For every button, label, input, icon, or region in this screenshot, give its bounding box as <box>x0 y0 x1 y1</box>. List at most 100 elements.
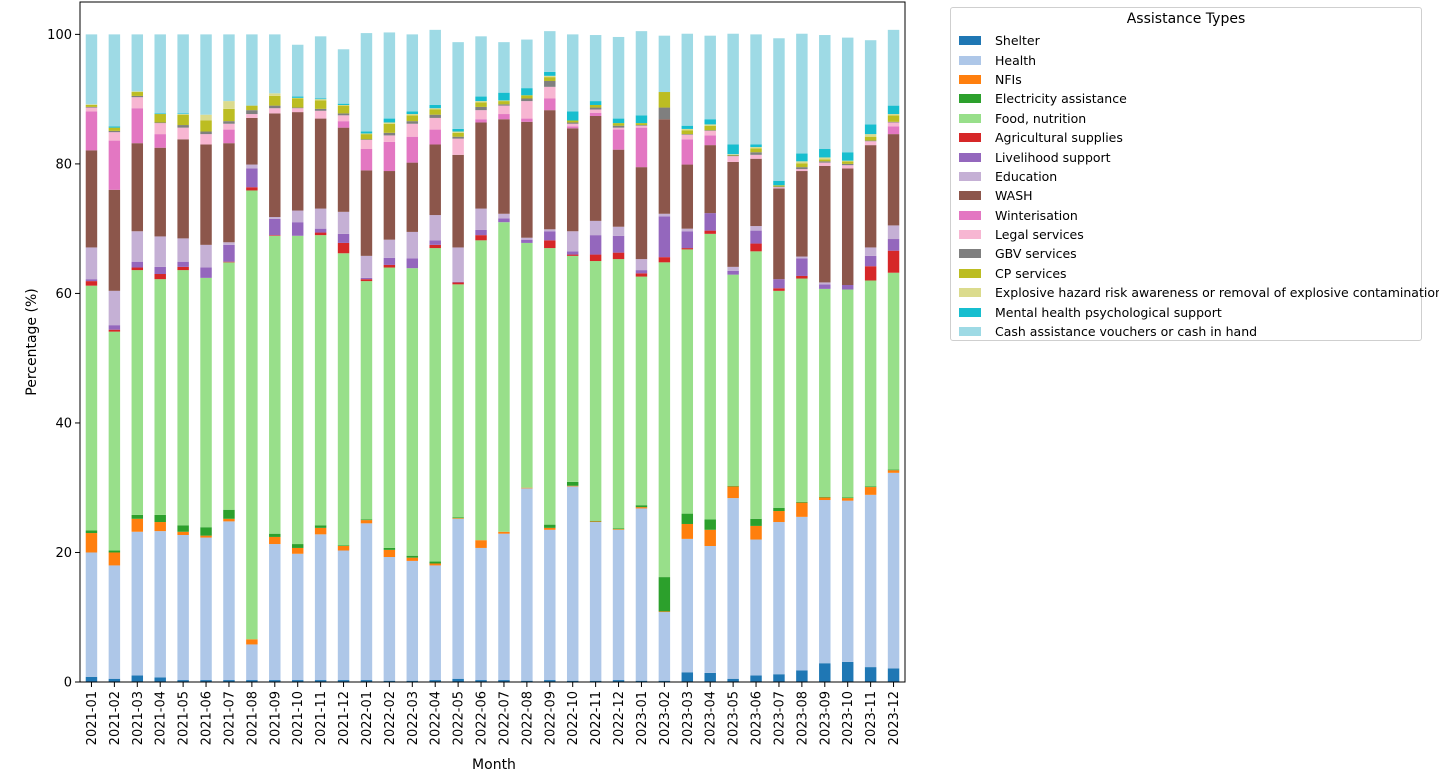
bar-segment <box>750 154 762 159</box>
legend-swatch <box>959 74 981 84</box>
bar-segment <box>498 218 510 223</box>
bar-segment <box>819 284 831 289</box>
bar-segment <box>498 114 510 120</box>
bar-segment <box>177 266 189 271</box>
legend-item: Explosive hazard risk awareness or remov… <box>951 283 1439 302</box>
bar-segment <box>131 518 144 532</box>
legend-label: WASH <box>995 188 1033 204</box>
bar-segment <box>841 165 854 169</box>
bar-segment <box>773 186 785 188</box>
bar-segment <box>841 152 854 161</box>
bar-segment <box>750 518 762 526</box>
legend-label: Agricultural supplies <box>995 130 1123 146</box>
bar-segment <box>498 100 510 102</box>
x-tick-label: 2023-01 <box>635 691 650 745</box>
bar-segment <box>704 119 716 125</box>
bar-segment <box>383 135 396 142</box>
bar-segment <box>841 500 854 662</box>
bar-segment <box>750 539 762 676</box>
x-tick-label: 2022-02 <box>383 691 398 745</box>
bar-segment <box>773 38 785 181</box>
bar-segment <box>864 141 877 146</box>
legend-item: Electricity assistance <box>951 89 1421 108</box>
bar-segment <box>566 34 579 112</box>
x-tick-label: 2023-06 <box>750 691 765 745</box>
bar-segment <box>727 266 739 271</box>
bar-segment <box>475 208 487 230</box>
bar-segment <box>544 77 556 82</box>
legend: Assistance Types Shelter Health NFIs Electr… <box>950 7 1439 341</box>
legend-swatch <box>959 94 981 104</box>
bar-segment <box>796 169 808 172</box>
legend-item: Food, nutrition <box>951 109 1421 128</box>
bar-segment <box>521 118 533 122</box>
bar-segment <box>796 171 808 257</box>
bar-segment <box>177 261 189 267</box>
bar-segment <box>612 129 625 150</box>
legend-swatch <box>959 171 981 181</box>
bar-segment <box>200 144 212 245</box>
bar-segment <box>612 226 625 236</box>
bar-segment <box>612 149 625 227</box>
bar-segment <box>681 523 694 539</box>
bar-segment <box>131 231 144 262</box>
bar-segment <box>200 120 212 132</box>
bar-segment <box>589 220 602 236</box>
bar-segment <box>704 130 716 131</box>
bar-segment <box>841 160 854 162</box>
bar-segment <box>544 75 556 78</box>
bar-segment <box>750 675 762 682</box>
bar-segment <box>406 268 419 556</box>
bar-segment <box>223 680 235 682</box>
bar-segment <box>406 560 419 681</box>
bar-segment <box>223 34 235 102</box>
bar-segment <box>750 243 762 252</box>
bar-segment <box>589 522 602 681</box>
bar-segment <box>154 522 166 532</box>
bar-segment <box>544 86 556 99</box>
bar-segment <box>291 553 304 681</box>
bar-segment <box>223 262 235 510</box>
bar-segment <box>108 189 121 291</box>
bar-segment <box>108 550 121 553</box>
bar-segment <box>406 258 419 269</box>
bar-segment <box>85 247 98 280</box>
bar-segment <box>819 161 831 163</box>
bar-segment <box>383 132 396 136</box>
bar-segment <box>773 511 785 523</box>
bar-segment <box>589 101 602 105</box>
x-tick-label: 2023-03 <box>681 691 696 745</box>
bar-segment <box>887 121 900 123</box>
x-tick-label: 2023-05 <box>727 691 742 745</box>
bar-segment <box>406 680 419 682</box>
bar-segment <box>314 527 327 535</box>
bar-segment <box>635 127 648 168</box>
bar-segment <box>360 170 373 256</box>
bar-segment <box>841 168 854 286</box>
bar-segment <box>612 259 625 529</box>
bar-segment <box>383 141 396 172</box>
bar-segment <box>773 522 785 675</box>
bar-segment <box>337 545 350 546</box>
y-tick-label: 100 <box>47 28 72 43</box>
bar-segment <box>796 501 808 503</box>
bar-segment <box>314 525 327 528</box>
bar-segment <box>108 127 121 131</box>
legend-swatch <box>959 327 981 337</box>
bar-segment <box>200 535 212 538</box>
x-tick-label: 2023-08 <box>795 691 810 745</box>
bar-segment <box>383 239 396 258</box>
bar-segment <box>85 552 98 677</box>
bar-segment <box>85 285 98 531</box>
bar-segment <box>177 680 189 682</box>
bar-segment <box>314 235 327 526</box>
bar-segment <box>658 107 671 120</box>
bar-segment <box>681 125 694 129</box>
legend-label: Education <box>995 168 1058 184</box>
bar-segment <box>658 92 671 108</box>
bar-segment <box>612 529 625 681</box>
bar-segment <box>750 148 762 153</box>
bar-segment <box>612 252 625 260</box>
bar-segment <box>589 261 602 521</box>
bar-segment <box>819 496 831 498</box>
